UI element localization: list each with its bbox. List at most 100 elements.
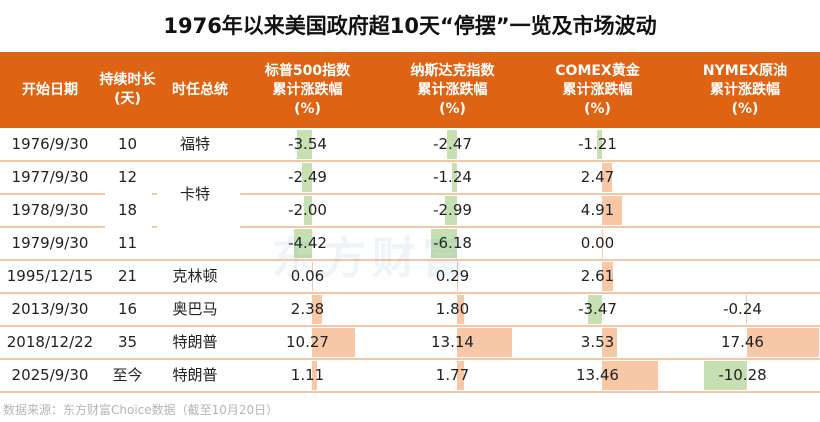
table-row: 1979/9/30 11 -4.42 -6.18 0.00 [0,227,820,261]
row-separator [152,226,157,228]
value-gold: 0.00 [580,234,615,252]
header-gold: COMEX黄金 累计涨跌幅 (%) [525,52,670,128]
bar-nq [431,229,457,258]
value-nq: -1.24 [433,168,472,186]
cell-date: 1976/9/30 [11,135,89,153]
value-sp: -2.00 [288,201,327,219]
cell-days: 至今 [112,366,143,384]
header-president-label: 时任总统 [172,81,228,98]
value-sp: 1.11 [290,366,325,384]
row-separator [0,292,820,294]
value-gold: 4.91 [580,201,615,219]
header-sp-line2: 累计涨跌幅 [272,81,343,98]
bar-gold [602,229,603,258]
row-separator [0,226,105,228]
cell-date: 1978/9/30 [11,201,89,219]
header-president: 时任总统 [160,52,240,128]
header-sp-line1: 标普500指数 [264,62,351,79]
value-gold: -1.21 [578,135,617,153]
value-nq: -2.99 [433,201,472,219]
value-gold: 13.46 [576,366,619,384]
cell-date: 1977/9/30 [11,168,89,186]
header-days-line2: (天) [114,91,141,107]
cell-days: 18 [117,201,138,219]
cell-days: 16 [117,300,138,318]
header-oil-line3: (%) [731,100,759,117]
header-gold-line3: (%) [584,100,611,117]
table-header: 开始日期 持续时长 (天) 时任总统 标普500指数 累计涨跌幅 (%) 纳斯达克指数… [0,52,820,128]
bar-gold [587,295,602,324]
table-row: 1995/12/15 21 克林顿 0.06 0.29 2.61 [0,260,820,294]
header-date-label: 开始日期 [22,81,78,98]
chart-title: 1976年以来美国政府超10天“停摆”一览及市场波动 [163,14,657,38]
bar-sp [312,262,313,291]
bar-nq [444,196,457,225]
header-sp-line3: (%) [294,100,321,117]
bar-sp [293,229,312,258]
cell-president: 卡特 [179,185,210,203]
value-sp: 10.27 [286,333,329,351]
header-oil-line2: 累计涨跌幅 [710,81,780,98]
cell-days: 21 [117,267,138,285]
row-separator [0,325,820,327]
row-separator [0,358,820,360]
header-date: 开始日期 [0,52,100,128]
row-separator [0,193,105,195]
row-separator [240,226,820,228]
table-row: 1977/9/30 12 -2.49 -1.24 2.47 [0,161,820,195]
bar-gold [602,196,623,225]
value-nq: 0.29 [435,267,470,285]
value-sp: -4.42 [288,234,327,252]
row-separator [0,391,820,393]
bar-oil [704,361,747,390]
bar-oil [746,295,747,324]
bar-sp [301,163,312,192]
bar-sp [297,130,312,159]
row-separator [0,259,820,261]
value-gold: 3.53 [580,333,615,351]
value-sp: 2.38 [290,300,325,318]
value-gold: 2.47 [580,168,615,186]
bar-sp [312,361,317,390]
source-note: 数据来源：东方财富Choice数据（截至10月20日） [3,403,279,417]
bar-gold [602,328,617,357]
value-sp: 0.06 [290,267,325,285]
cell-president: 福特 [179,135,210,153]
header-nasdaq: 纳斯达克指数 累计涨跌幅 (%) [380,52,525,128]
row-separator [152,193,157,195]
cell-date: 2025/9/30 [11,366,89,384]
cell-president: 奥巴马 [172,300,218,318]
header-nq-line3: (%) [439,100,466,117]
value-nq: -2.47 [433,135,472,153]
bar-nq [457,262,459,291]
cell-president: 特朗普 [172,333,218,351]
bar-nq [457,295,465,324]
bar-sp [312,295,322,324]
bar-nq [446,130,457,159]
value-oil: -0.24 [723,300,762,318]
bar-nq [451,163,457,192]
bar-oil [747,328,820,357]
table-row: 2013/9/30 16 奥巴马 2.38 1.80 -3.47 -0.24 [0,293,820,327]
bar-gold [602,361,658,390]
header-oil-line1: NYMEX原油 [702,62,788,79]
cell-president: 克林顿 [172,267,218,285]
header-oil: NYMEX原油 累计涨跌幅 (%) [670,52,820,128]
cell-days: 11 [117,234,138,252]
header-nq-line1: 纳斯达克指数 [410,62,495,79]
value-nq: 1.77 [435,366,470,384]
table-row: 2025/9/30 至今 特朗普 1.11 1.77 13.46 -10.28 [0,359,820,393]
header-gold-line1: COMEX黄金 [555,62,640,79]
table-row: 1976/9/30 10 福特 -3.54 -2.47 -1.21 [0,128,820,162]
cell-days: 35 [117,333,138,351]
header-sp500: 标普500指数 累计涨跌幅 (%) [235,52,380,128]
value-nq: 13.14 [431,333,474,351]
cell-president: 特朗普 [172,366,218,384]
cell-date: 2013/9/30 [11,300,89,318]
header-days-line1: 持续时长 [99,72,156,88]
bar-nq [457,328,512,357]
bar-gold [602,163,613,192]
value-oil: 17.46 [721,333,764,351]
cell-days: 10 [117,135,138,153]
row-separator [240,193,820,195]
